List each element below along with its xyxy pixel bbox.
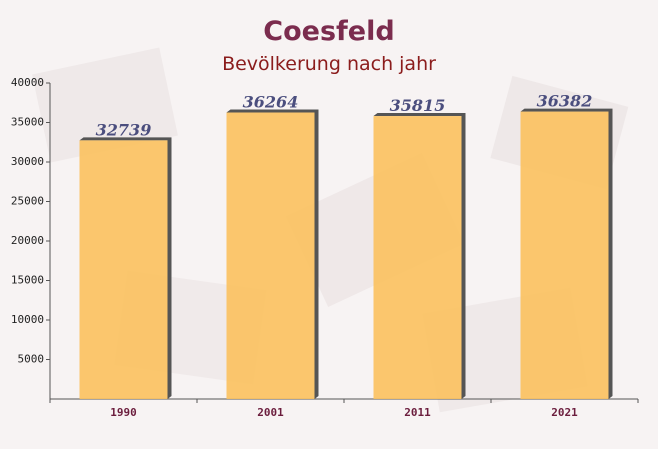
- value-label: 36264: [243, 93, 299, 112]
- y-tick-label: 15000: [11, 274, 44, 287]
- x-tick-label: 2001: [257, 406, 284, 419]
- value-label: 32739: [96, 120, 152, 139]
- bar: [226, 112, 315, 399]
- y-tick-label: 35000: [11, 116, 44, 129]
- y-tick-label: 5000: [18, 353, 45, 366]
- y-tick-label: 25000: [11, 195, 44, 208]
- chart-subtitle: Bevölkerung nach jahr: [222, 53, 436, 75]
- y-tick-label: 30000: [11, 155, 44, 168]
- bar: [79, 140, 168, 400]
- x-tick-label: 1990: [110, 406, 137, 419]
- bar: [373, 116, 462, 400]
- bar: [520, 111, 609, 399]
- y-tick-label: 10000: [11, 313, 44, 326]
- y-tick-label: 20000: [11, 234, 44, 247]
- y-tick-label: 40000: [11, 76, 44, 89]
- value-label: 36382: [537, 92, 593, 111]
- x-tick-label: 2011: [404, 406, 431, 419]
- x-tick-label: 2021: [551, 406, 578, 419]
- chart-title: Coesfeld: [263, 16, 394, 47]
- value-label: 35815: [390, 96, 446, 115]
